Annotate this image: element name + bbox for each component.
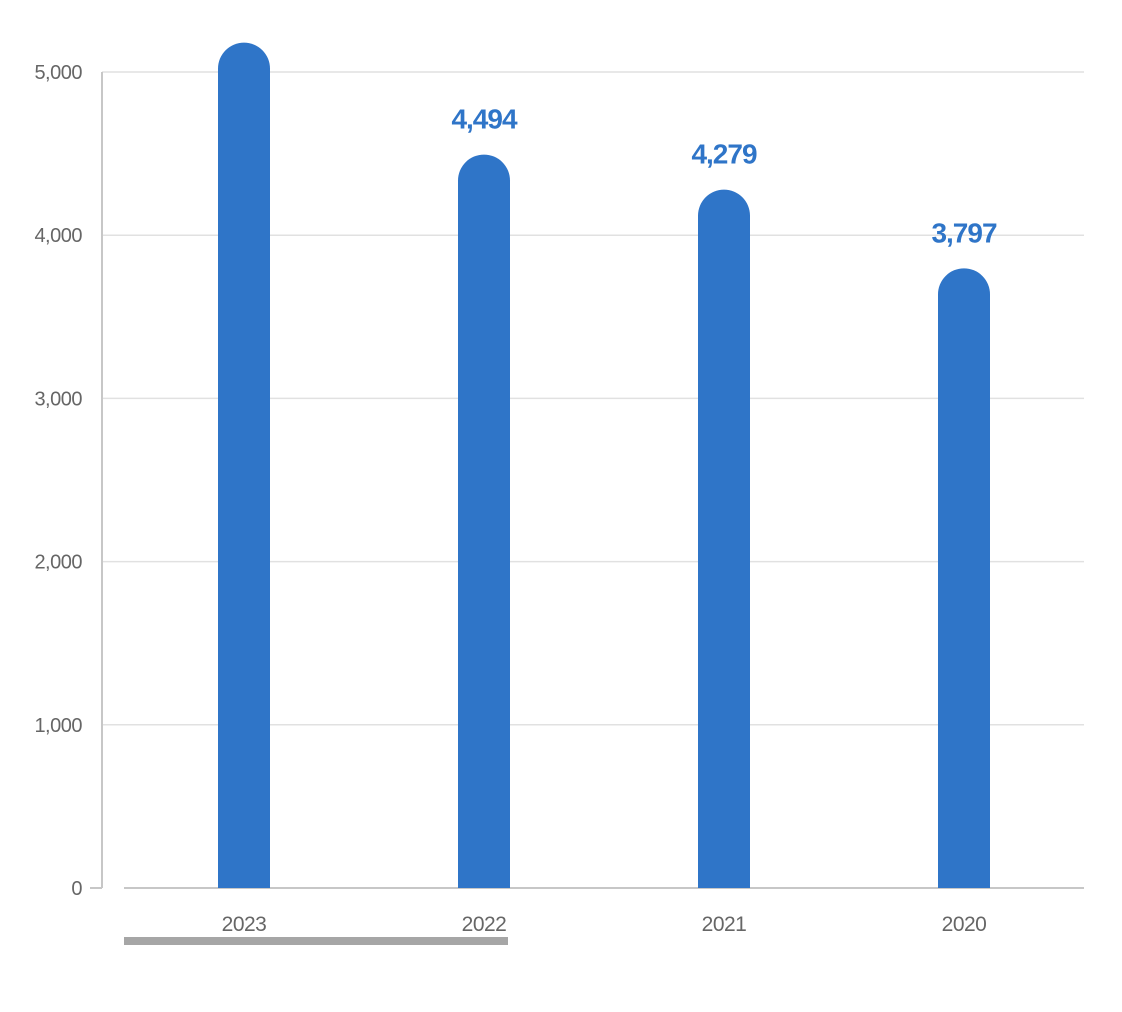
x-tick-label-2022: 2022	[462, 913, 507, 936]
y-tick-label: 3,000	[34, 388, 82, 410]
axes	[90, 72, 1084, 889]
bar-2022	[458, 154, 510, 888]
bar-2021	[698, 189, 750, 888]
y-tick-label: 4,000	[34, 225, 82, 247]
x-tick-label-2020: 2020	[942, 913, 987, 936]
bars	[218, 42, 990, 889]
bar-2023	[218, 42, 270, 888]
data-label-2021: 4,279	[691, 139, 756, 170]
y-tick-label: 1,000	[34, 715, 82, 737]
data-label-2020: 3,797	[931, 217, 996, 248]
x-tick-label-2023: 2023	[222, 913, 267, 936]
bar-2020	[938, 268, 990, 889]
y-tick-label: 2,000	[34, 552, 82, 574]
data-label-2022: 4,494	[451, 104, 517, 135]
y-tick-labels: 0 1,000 2,000 3,000 4,000 5,000	[34, 62, 82, 900]
x-tick-labels: 2023 2022 2021 2020	[222, 913, 987, 936]
y-tick-label: 0	[71, 878, 82, 900]
x-tick-label-2021: 2021	[702, 913, 747, 936]
y-tick-label: 5,000	[34, 62, 82, 84]
horizontal-scrollbar-thumb[interactable]	[124, 937, 508, 945]
data-labels: 4,494 4,279 3,797	[451, 104, 997, 249]
